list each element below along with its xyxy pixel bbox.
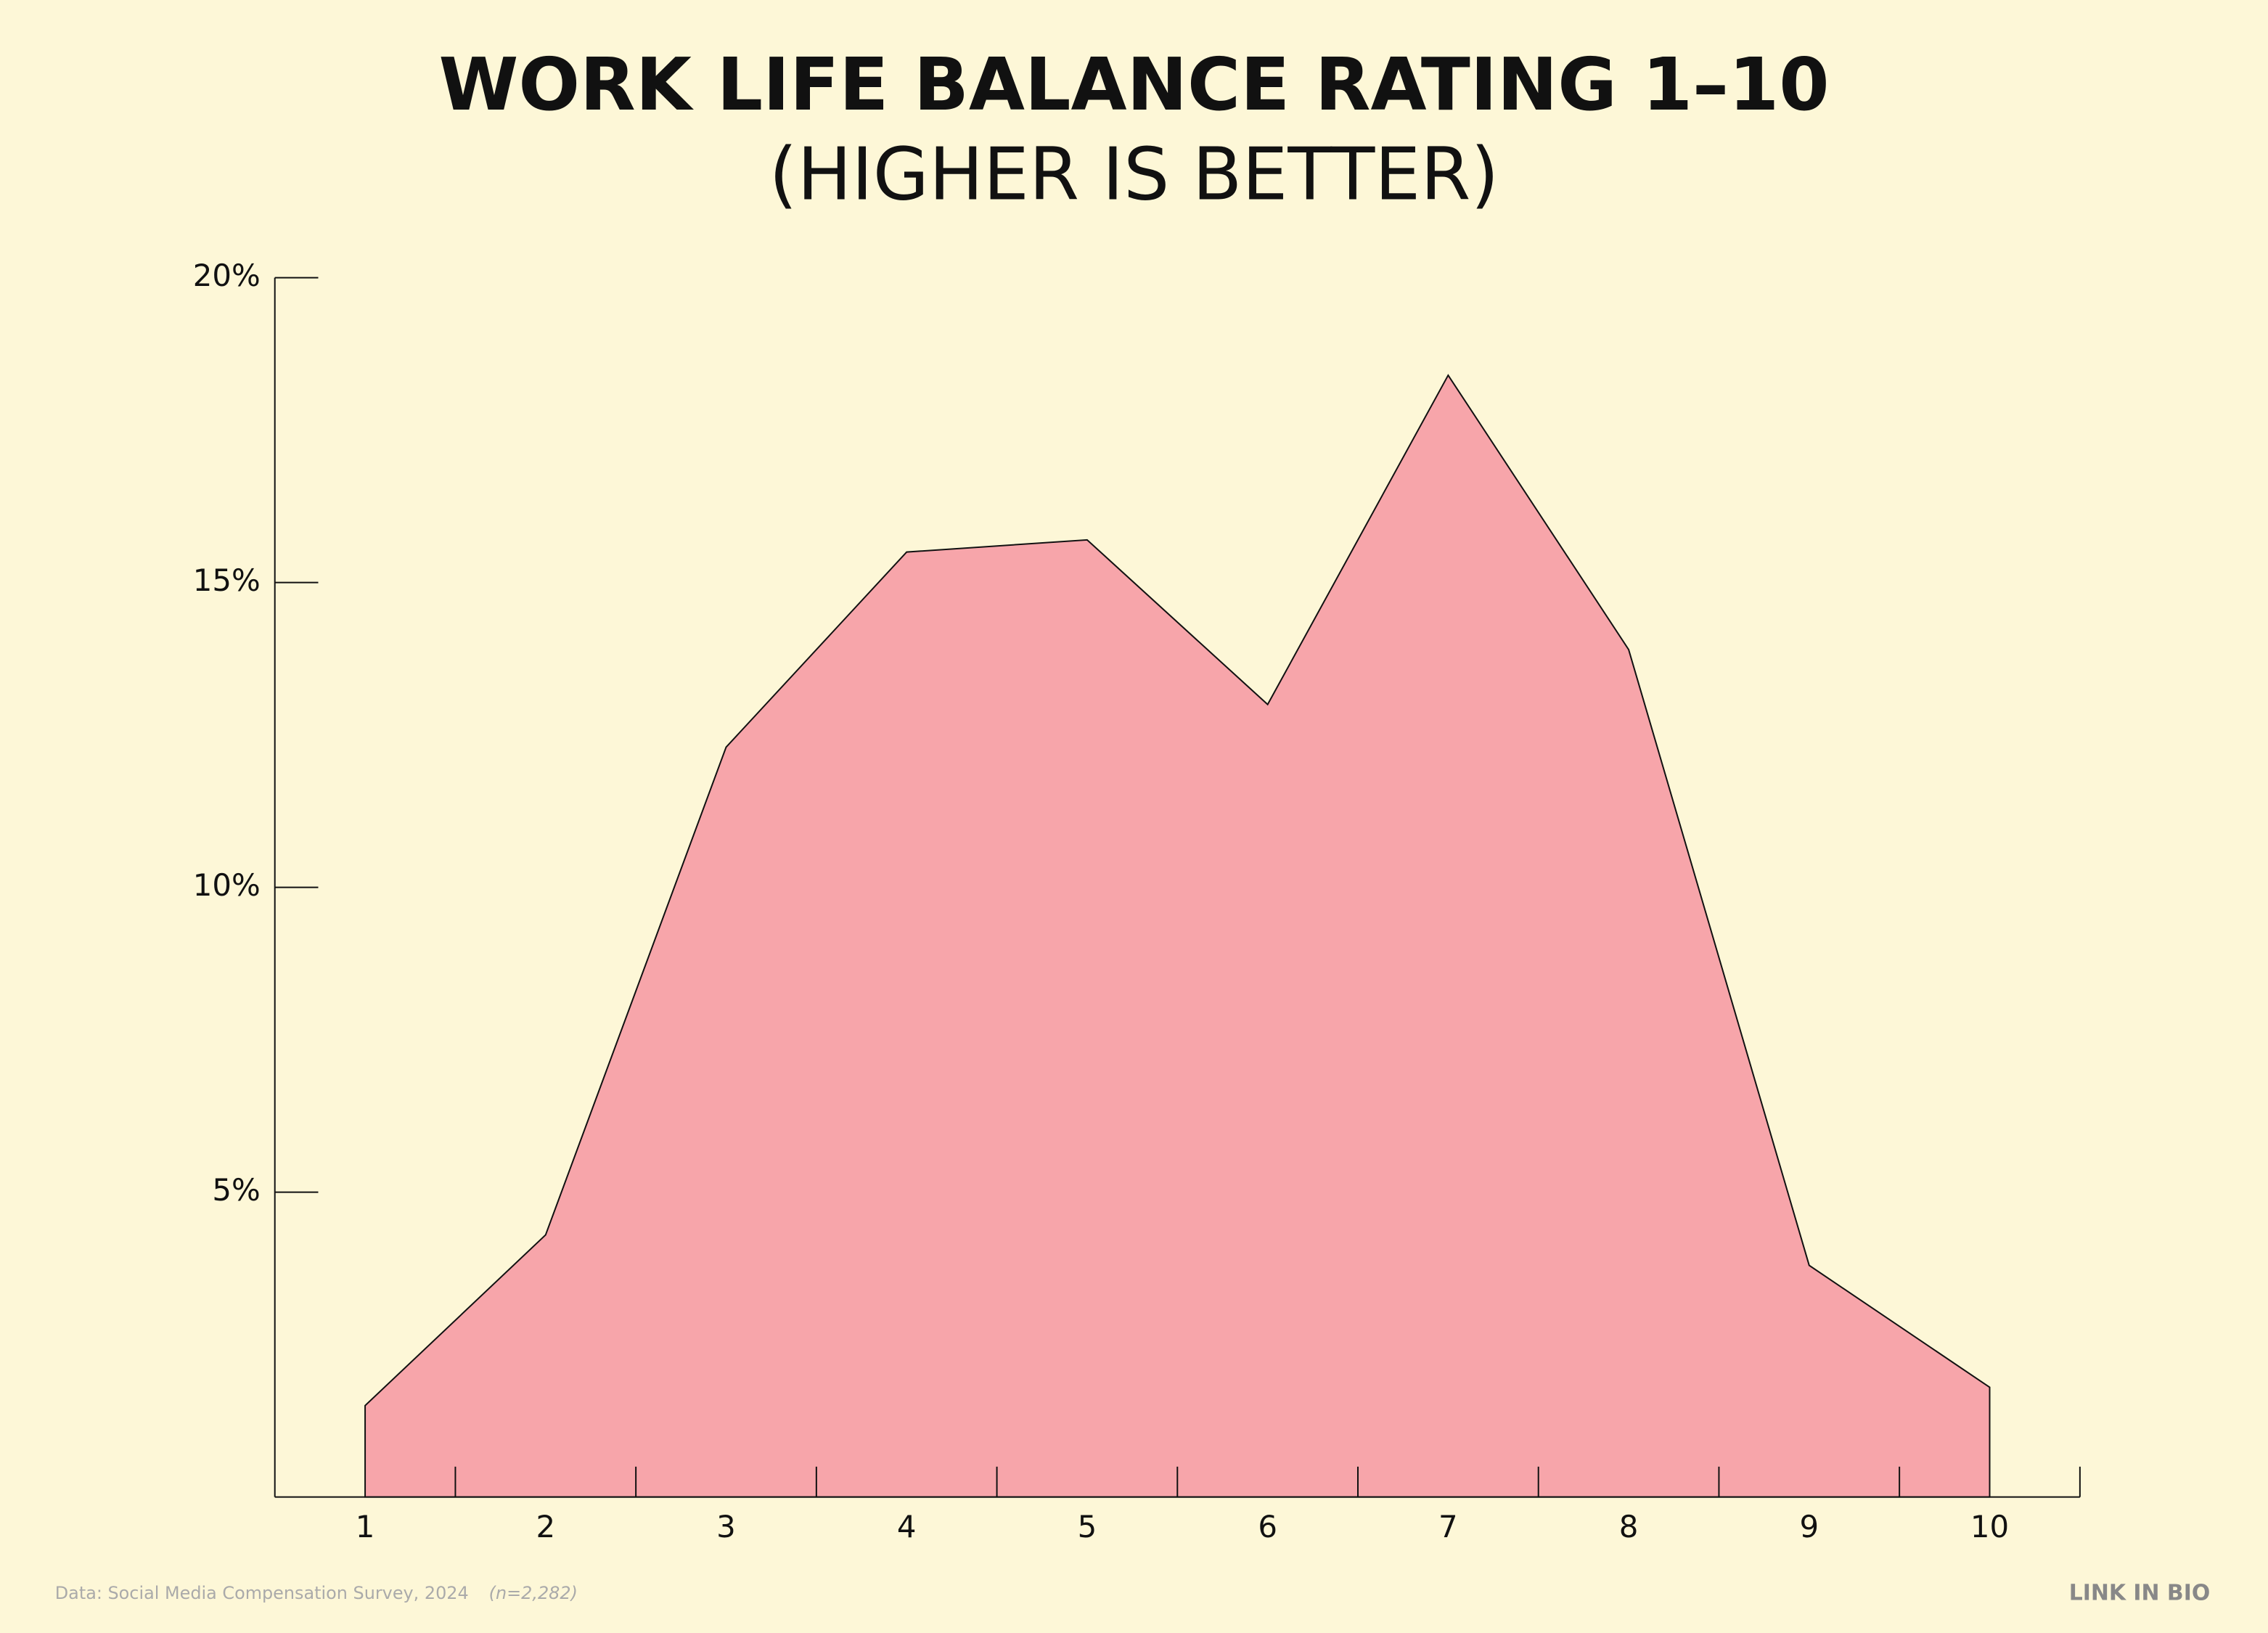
y-tick-label: 20% (193, 258, 261, 293)
x-tick-label: 8 (1619, 1509, 1639, 1544)
chart-title: WORK LIFE BALANCE RATING 1–10 (438, 44, 1829, 127)
source: Data: Social Media Compensation Survey, … (55, 1583, 469, 1603)
brand-logo: LINK IN BIO (2069, 1581, 2211, 1606)
x-tick-label: 6 (1258, 1509, 1277, 1544)
area (364, 374, 1991, 1498)
y-tick-label: 15% (193, 562, 261, 598)
x-tick-label: 3 (716, 1509, 736, 1544)
x-tick-label: 7 (1438, 1509, 1458, 1544)
note: (n=2,282) (489, 1583, 578, 1603)
chart-subtitle: (HIGHER IS BETTER) (769, 133, 1499, 216)
x-tick-label: 2 (536, 1509, 555, 1544)
y-tick-label: 5% (212, 1172, 260, 1208)
x-tick-label: 9 (1799, 1509, 1819, 1544)
x-tick-label: 5 (1078, 1509, 1097, 1544)
y-tick-label: 10% (193, 867, 261, 903)
x-tick-label: 4 (897, 1509, 917, 1544)
x-tick-label: 10 (1970, 1509, 2009, 1544)
x-tick-label: 1 (356, 1509, 375, 1544)
